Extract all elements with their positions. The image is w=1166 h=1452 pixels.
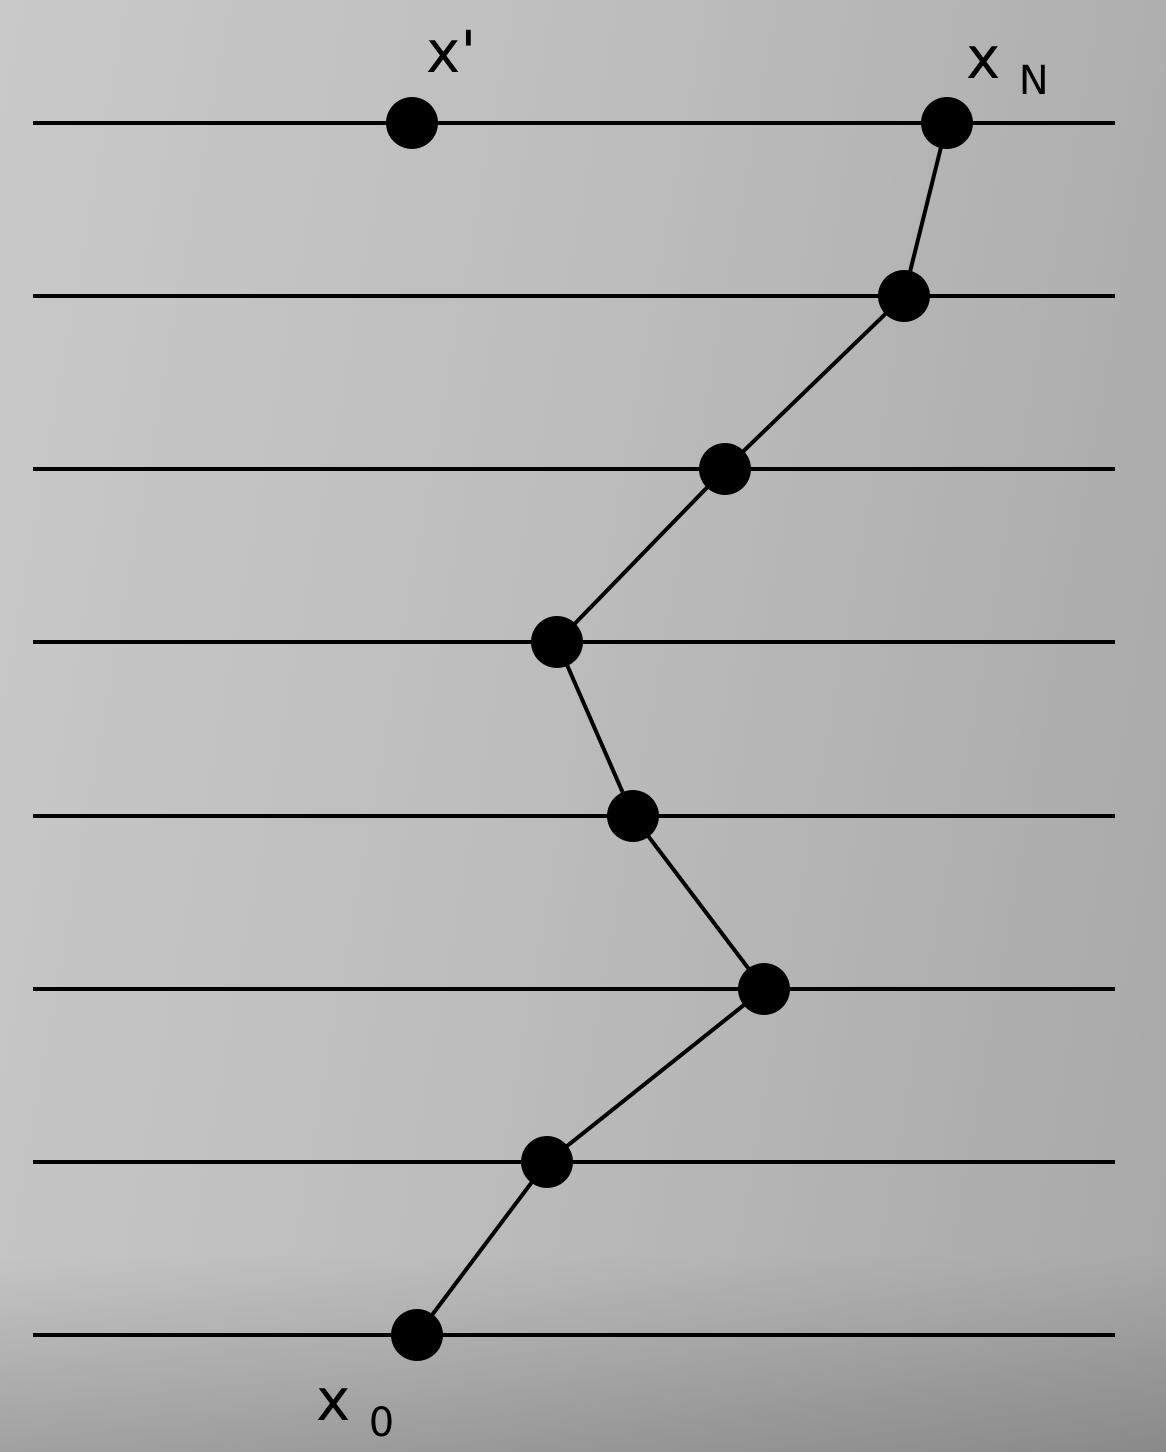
x-n-label-subscript: N bbox=[1019, 58, 1049, 104]
path-node bbox=[738, 963, 790, 1015]
path-node bbox=[607, 790, 659, 842]
path-segment bbox=[902, 122, 949, 297]
path-segment bbox=[631, 814, 766, 991]
zigzag-path bbox=[415, 122, 949, 1337]
path-segment bbox=[545, 987, 766, 1164]
x-0-label-subscript: 0 bbox=[369, 1400, 394, 1446]
horizontal-levels bbox=[33, 121, 1115, 1337]
path-nodes bbox=[386, 97, 973, 1361]
path-segment bbox=[415, 1160, 549, 1337]
x-0-node bbox=[391, 1309, 443, 1361]
x-n-label: x N bbox=[966, 24, 1049, 104]
path-node bbox=[878, 270, 930, 322]
x-0-label-base: x bbox=[316, 1366, 350, 1434]
x-prime-node bbox=[386, 97, 438, 149]
path-node bbox=[699, 443, 751, 495]
x-n-node bbox=[921, 97, 973, 149]
path-segment bbox=[723, 294, 906, 471]
x-0-label: x 0 bbox=[316, 1366, 394, 1446]
path-node bbox=[521, 1136, 573, 1188]
x-prime-label: x' bbox=[426, 18, 476, 86]
path-segment bbox=[555, 641, 635, 817]
path-segment bbox=[555, 467, 727, 644]
path-node bbox=[531, 616, 583, 668]
x-n-label-base: x bbox=[966, 24, 1000, 92]
